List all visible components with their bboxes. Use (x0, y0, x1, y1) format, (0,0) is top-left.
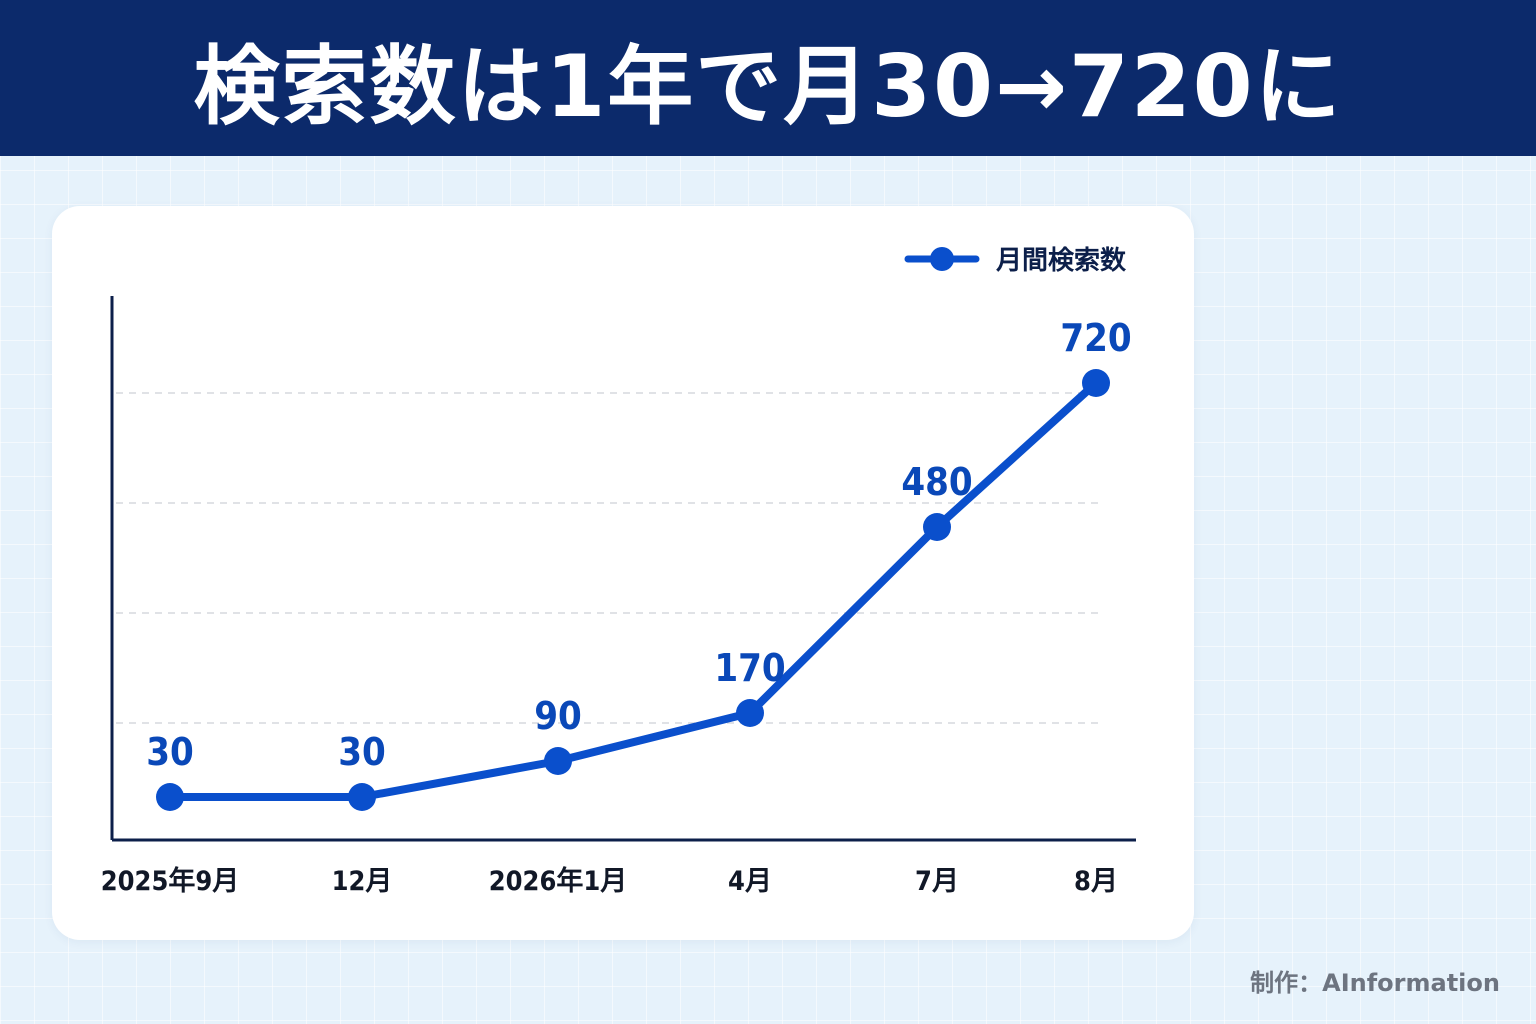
data-point-2 (544, 747, 572, 775)
data-label-4: 480 (901, 460, 972, 504)
data-label-0: 30 (146, 730, 194, 774)
page-title: 検索数は1年で月30→720に (193, 36, 1343, 137)
data-point-0 (156, 783, 184, 811)
chart-card: 30 30 90 170 480 720 2025年9月 12月 2026年1月 4月 7月 8月 月間… (52, 206, 1194, 940)
credit-text: 制作：AInformation (1250, 969, 1500, 997)
line-chart: 30 30 90 170 480 720 2025年9月 12月 2026年1月 4月 7月 8月 月間… (101, 246, 1136, 897)
x-tick-label-4: 7月 (915, 866, 959, 897)
data-point-5 (1082, 369, 1110, 397)
data-point-4 (923, 513, 951, 541)
x-tick-label-5: 8月 (1074, 866, 1118, 897)
x-tick-label-0: 2025年9月 (101, 865, 240, 897)
legend-marker (930, 247, 954, 271)
data-label-5: 720 (1060, 316, 1131, 360)
data-point-1 (348, 783, 376, 811)
legend-label: 月間検索数 (995, 246, 1127, 276)
series-line (166, 379, 1100, 801)
x-tick-label-3: 4月 (728, 866, 772, 897)
data-label-1: 30 (338, 730, 386, 774)
x-tick-label-2: 2026年1月 (489, 865, 628, 897)
header-banner: 検索数は1年で月30→720に (0, 0, 1536, 156)
data-point-3 (736, 699, 764, 727)
data-label-3: 170 (714, 646, 785, 690)
x-tick-label-1: 12月 (332, 866, 393, 897)
data-label-2: 90 (534, 694, 582, 738)
